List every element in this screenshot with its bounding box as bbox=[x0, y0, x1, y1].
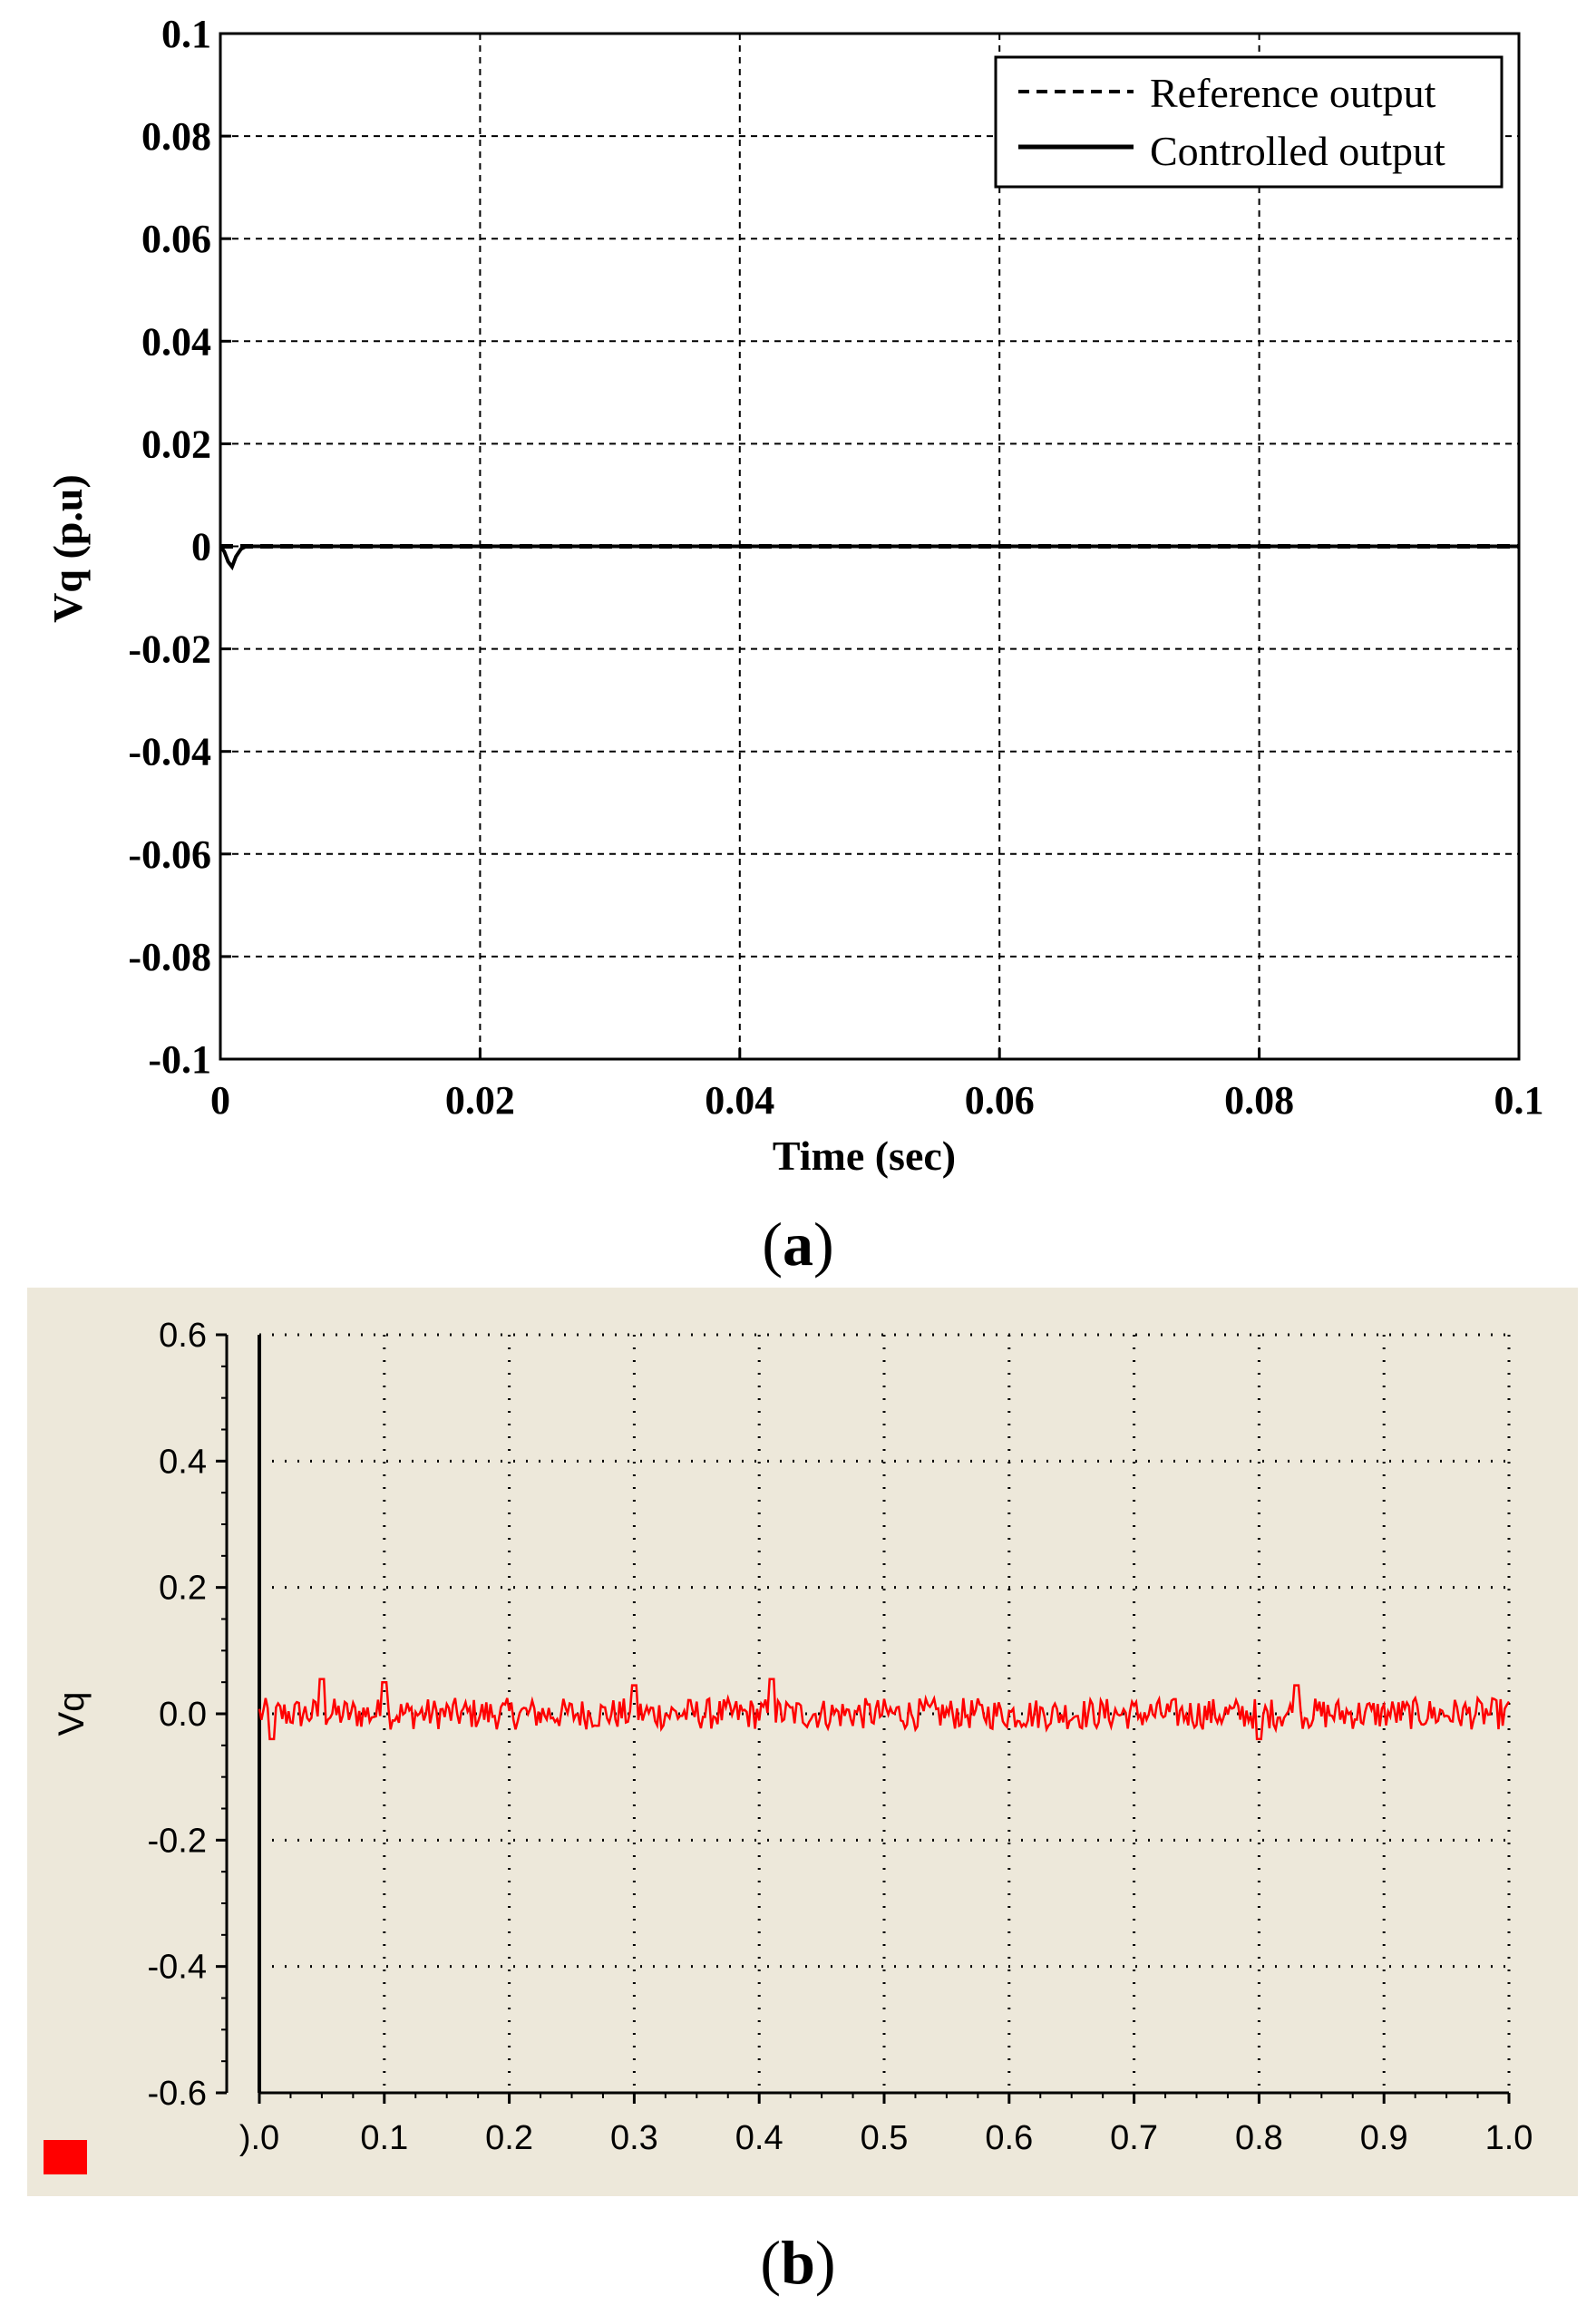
caption-b: (b) bbox=[760, 2228, 835, 2297]
legend-box-a bbox=[994, 55, 1504, 189]
x-ticks-b: ).0 0.1 0.2 0.3 0.4 0.5 0.6 0.7 0.8 0.9 1.0 bbox=[239, 2093, 1533, 2157]
series-line-vq bbox=[258, 1678, 1511, 1741]
legend-marker-b bbox=[44, 2140, 87, 2174]
plot-background-b bbox=[27, 1288, 1578, 2196]
y-tick-label: -0.2 bbox=[148, 1822, 207, 1860]
x-tick-label: ).0 bbox=[239, 2119, 279, 2157]
x-tick-label: 0.08 bbox=[1224, 1078, 1294, 1123]
x-tick-label: 0.9 bbox=[1360, 2119, 1408, 2157]
x-ticks-a: 0 0.02 0.04 0.06 0.08 0.1 bbox=[210, 1048, 1544, 1123]
y-tick-label: 0.0 bbox=[159, 1696, 207, 1734]
x-tick-label: 0.04 bbox=[705, 1078, 774, 1123]
y-tick-label: 0.6 bbox=[159, 1317, 207, 1355]
y-tick-label: 0.06 bbox=[141, 217, 211, 261]
x-tick-label: 0.8 bbox=[1235, 2119, 1283, 2157]
y-tick-label: -0.08 bbox=[128, 935, 211, 979]
chart-panel-a: 0.1 0.08 0.06 0.04 0.02 0 -0.02 -0.04 -0.06 -0.08… bbox=[44, 12, 1544, 1279]
x-tick-label: 0.5 bbox=[861, 2119, 909, 2157]
y-tick-label: -0.4 bbox=[148, 1949, 207, 1987]
legend-a: Reference output Controlled output bbox=[994, 55, 1504, 189]
x-tick-label: 0.06 bbox=[965, 1078, 1035, 1123]
x-tick-label: 0.1 bbox=[1494, 1078, 1544, 1123]
y-tick-label: -0.1 bbox=[148, 1037, 211, 1082]
caption-a: (a) bbox=[762, 1210, 833, 1279]
y-tick-label: 0.2 bbox=[159, 1570, 207, 1608]
x-tick-label: 1.0 bbox=[1485, 2119, 1533, 2157]
series-line-controlled bbox=[219, 544, 1519, 571]
y-tick-label: 0.1 bbox=[161, 12, 211, 56]
x-tick-label: 0 bbox=[210, 1078, 230, 1123]
x-tick-label: 0.1 bbox=[360, 2119, 408, 2157]
x-tick-label: 0.02 bbox=[445, 1078, 515, 1123]
x-tick-label: 0.3 bbox=[610, 2119, 658, 2157]
series-lines-b bbox=[258, 1678, 1511, 1741]
y-tick-label: 0.08 bbox=[141, 114, 211, 159]
y-tick-label: 0.04 bbox=[141, 319, 211, 364]
y-axis-label-a: Vq (p.u) bbox=[44, 474, 91, 623]
y-tick-label: 0.02 bbox=[141, 422, 211, 466]
x-tick-label: 0.2 bbox=[485, 2119, 533, 2157]
y-ticks-b: 0.6 0.4 0.2 0.0 -0.2 -0.4 -0.6 bbox=[148, 1317, 227, 2113]
y-tick-label: 0 bbox=[191, 525, 211, 569]
x-axis-label-a: Time (sec) bbox=[773, 1133, 956, 1179]
y-tick-label: -0.06 bbox=[128, 832, 211, 877]
legend-label-reference: Reference output bbox=[1150, 70, 1436, 116]
series-lines-a bbox=[219, 544, 1519, 571]
y-axis-label-b: Vq bbox=[52, 1692, 92, 1736]
x-tick-label: 0.7 bbox=[1110, 2119, 1158, 2157]
chart-panel-b: 0.6 0.4 0.2 0.0 -0.2 -0.4 -0.6 ).0 0.1 0.2 0.3 0.4… bbox=[27, 1288, 1578, 2297]
y-tick-label: -0.02 bbox=[128, 627, 211, 672]
y-tick-label: 0.4 bbox=[159, 1443, 207, 1481]
y-tick-label: -0.6 bbox=[148, 2075, 207, 2113]
x-tick-label: 0.4 bbox=[735, 2119, 783, 2157]
y-tick-label: -0.04 bbox=[128, 730, 211, 774]
y-ticks-a: 0.1 0.08 0.06 0.04 0.02 0 -0.02 -0.04 -0.06 -0.08… bbox=[128, 12, 231, 1082]
x-tick-label: 0.6 bbox=[985, 2119, 1033, 2157]
legend-label-controlled: Controlled output bbox=[1150, 128, 1445, 174]
